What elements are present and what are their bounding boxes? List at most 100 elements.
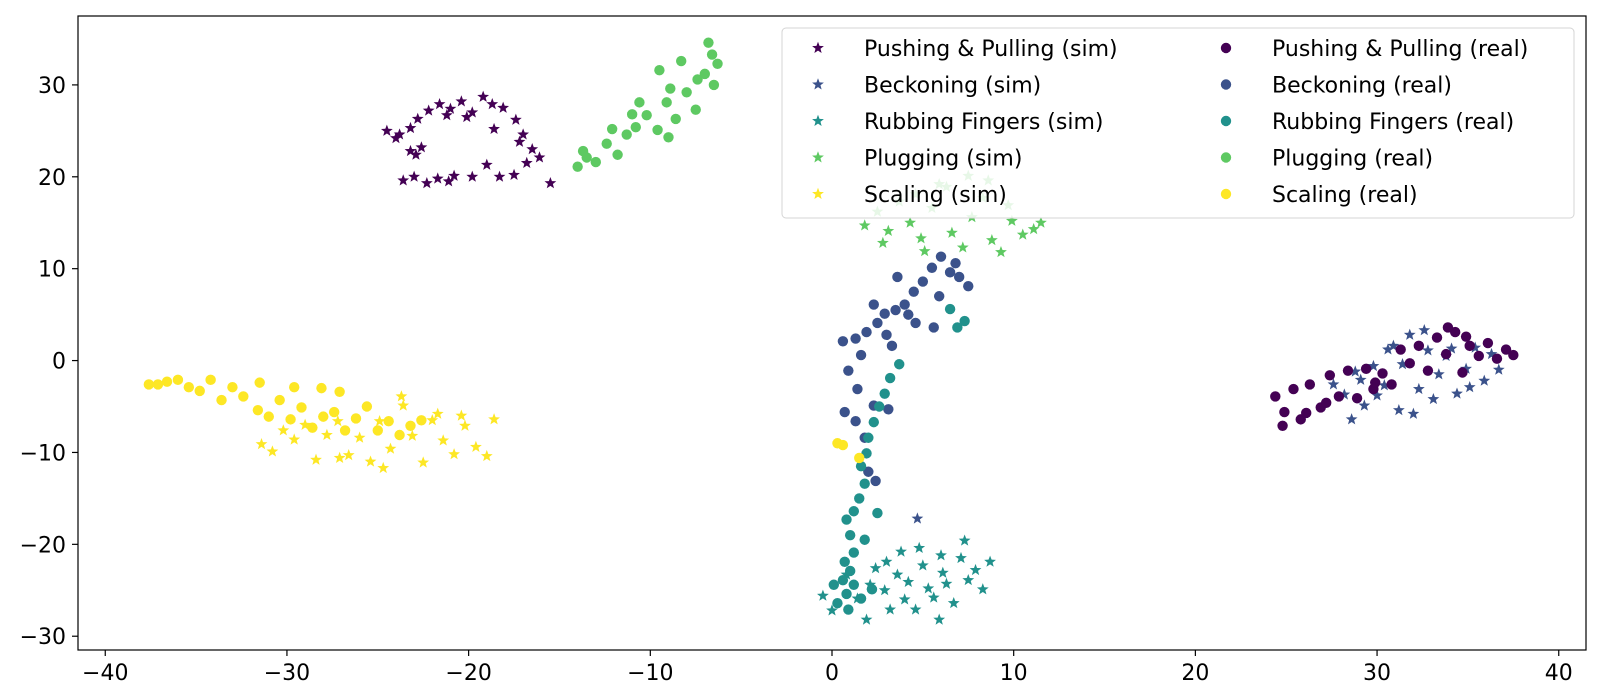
data-point (936, 566, 949, 578)
data-point (1387, 339, 1400, 351)
data-point (1392, 403, 1405, 416)
data-point (205, 374, 216, 386)
data-point (342, 449, 355, 461)
data-point (390, 132, 402, 144)
legend: Pushing & Pulling (sim) Beckoning (sim) Ru… (781, 27, 1575, 219)
data-point (883, 404, 894, 415)
data-point (872, 507, 883, 519)
data-point (940, 577, 953, 589)
data-point (1427, 392, 1440, 405)
data-point (384, 442, 397, 454)
data-point (1482, 337, 1494, 349)
legend-marker-8 (1220, 152, 1232, 163)
data-point (882, 224, 895, 237)
x-tick-label: 20 (1181, 661, 1209, 686)
data-point (252, 404, 264, 416)
data-point (850, 333, 861, 344)
data-point (861, 326, 872, 338)
data-point (364, 455, 377, 467)
data-point (944, 267, 956, 278)
data-point (1407, 407, 1420, 419)
data-point (881, 329, 892, 341)
data-point (321, 428, 333, 441)
data-point (442, 175, 455, 187)
data-point (839, 406, 850, 418)
data-point (455, 409, 468, 421)
data-point (891, 568, 904, 580)
data-point (1396, 358, 1409, 370)
data-point (1478, 374, 1491, 386)
data-point (274, 394, 285, 406)
data-point (895, 545, 907, 557)
data-point (1473, 350, 1485, 362)
data-point (333, 451, 346, 463)
data-point (859, 478, 870, 489)
data-point (238, 391, 249, 402)
data-point (902, 575, 915, 588)
data-point (1382, 343, 1394, 355)
legend-label-7: Rubbing Fingers (real) (1272, 110, 1514, 135)
data-point (690, 104, 701, 115)
data-point (947, 596, 960, 609)
data-point (488, 413, 500, 425)
y-tick-label: −10 (20, 441, 66, 466)
data-point (394, 429, 405, 441)
data-point (316, 382, 327, 394)
data-point (488, 122, 500, 135)
data-point (1418, 324, 1431, 336)
data-point (455, 95, 468, 107)
data-point (927, 591, 940, 603)
data-point (1460, 362, 1472, 374)
data-point (817, 589, 829, 601)
data-point (612, 149, 623, 160)
data-point (868, 416, 879, 428)
legend-label-4: Scaling (sim) (864, 183, 1007, 208)
data-point (708, 79, 720, 91)
data-point (884, 603, 897, 615)
data-point (946, 226, 958, 238)
data-point (1338, 388, 1351, 400)
data-point (1333, 391, 1345, 402)
data-point (958, 534, 971, 546)
data-point (706, 49, 718, 60)
data-point (422, 104, 435, 116)
legend-box (781, 27, 1575, 219)
data-point (858, 219, 871, 231)
legend-marker-7 (1220, 115, 1232, 127)
data-point (393, 128, 406, 140)
data-point (1492, 363, 1505, 375)
legend-marker-9 (1220, 188, 1232, 200)
data-point (855, 461, 867, 472)
data-point (935, 549, 947, 561)
data-point (884, 372, 896, 384)
data-point (513, 135, 526, 147)
data-point (963, 280, 974, 292)
data-point (1324, 370, 1336, 381)
data-point (863, 432, 874, 443)
legend-label-8: Plugging (real) (1272, 147, 1433, 172)
data-point (913, 541, 926, 554)
data-point (903, 309, 914, 320)
legend-marker-6 (1220, 79, 1232, 90)
x-tick-label: −20 (445, 661, 491, 686)
data-point (1464, 340, 1475, 352)
data-point (950, 257, 961, 269)
data-point (216, 394, 227, 406)
data-point (350, 413, 362, 424)
data-point (839, 556, 850, 567)
data-point (1377, 368, 1388, 379)
data-point (1422, 344, 1434, 356)
y-axis: −30 −20 −10 0 10 20 30 (20, 74, 78, 650)
data-point (864, 578, 877, 590)
y-tick-label: 30 (38, 74, 66, 99)
data-point (1351, 393, 1363, 404)
data-point (712, 58, 723, 69)
legend-marker-4 (812, 187, 824, 200)
y-tick-label: −30 (20, 625, 66, 650)
data-point (1277, 420, 1288, 432)
data-point (699, 68, 711, 80)
data-point (377, 461, 390, 474)
data-point (894, 359, 905, 370)
data-point (1445, 342, 1458, 354)
data-point (194, 385, 205, 397)
